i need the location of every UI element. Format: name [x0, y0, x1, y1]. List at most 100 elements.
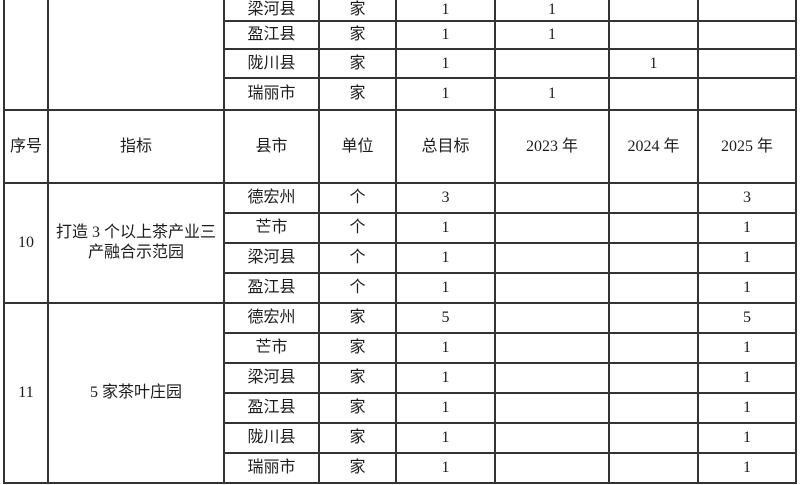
year-2024-cell [608, 0, 699, 22]
county-cell: 盈江县 [223, 20, 320, 50]
year-2023-cell [494, 392, 610, 424]
unit-cell: 个 [318, 272, 397, 304]
year-2025-cell: 1 [697, 212, 797, 244]
county-cell: 盈江县 [223, 392, 320, 424]
total-cell: 1 [395, 20, 496, 50]
total-cell: 1 [395, 0, 496, 22]
year-2023-cell [494, 48, 610, 79]
year-2025-cell: 1 [697, 332, 797, 364]
year-2024-cell: 1 [608, 48, 699, 79]
unit-cell: 家 [318, 0, 397, 22]
total-cell: 5 [395, 302, 496, 334]
year-2025-cell: 5 [697, 302, 797, 334]
unit-cell: 家 [318, 452, 397, 484]
year-2023-cell [494, 422, 610, 454]
year-2024-cell [608, 392, 699, 424]
targets-table: 梁河县 家 1 1 盈江县 家 1 1 陇川县 家 1 1 [3, 0, 797, 484]
table-row: 梁河县 家 1 1 [4, 362, 797, 394]
year-2023-cell [494, 212, 610, 244]
unit-cell: 家 [318, 332, 397, 364]
county-cell: 瑞丽市 [223, 452, 320, 484]
table-row: 梁河县 家 1 1 [3, 0, 797, 111]
unit-cell: 家 [318, 77, 397, 111]
header-indicator: 指标 [47, 109, 225, 184]
year-2023-cell [494, 332, 610, 364]
county-cell: 瑞丽市 [223, 77, 320, 111]
county-cell: 芒市 [223, 212, 320, 244]
year-2025-cell [697, 0, 797, 22]
year-2025-cell: 1 [697, 362, 797, 394]
table-row: 陇川县 家 1 1 [4, 422, 797, 454]
unit-cell: 家 [318, 48, 397, 79]
table-row: 瑞丽市 家 1 1 [4, 77, 797, 111]
year-2024-cell [608, 452, 699, 484]
year-2023-cell [494, 182, 610, 214]
year-2023-cell [494, 362, 610, 394]
year-2024-cell [608, 242, 699, 274]
table-row: 陇川县 家 1 1 [4, 48, 797, 79]
total-cell: 1 [395, 422, 496, 454]
year-2024-cell [608, 272, 699, 304]
county-cell: 德宏州 [223, 302, 320, 334]
county-cell: 梁河县 [223, 362, 320, 394]
unit-cell: 家 [318, 302, 397, 334]
year-2025-cell [697, 20, 797, 50]
unit-cell: 家 [318, 392, 397, 424]
header-total: 总目标 [395, 109, 496, 184]
total-cell: 1 [395, 48, 496, 79]
year-2025-cell: 1 [697, 392, 797, 424]
year-2024-cell [608, 20, 699, 50]
total-cell: 1 [395, 332, 496, 364]
table-row: 梁河县 个 1 1 [4, 242, 797, 274]
indicator-cell-11: 5 家茶叶庄园 [47, 302, 225, 484]
unit-cell: 家 [318, 362, 397, 394]
year-2023-cell: 1 [494, 0, 610, 22]
year-2025-cell [697, 77, 797, 111]
header-unit: 单位 [318, 109, 397, 184]
total-cell: 1 [395, 452, 496, 484]
year-2024-cell [608, 362, 699, 394]
indicator-cell-10: 打造 3 个以上茶产业三产融合示范园 [47, 182, 225, 304]
unit-cell: 家 [318, 422, 397, 454]
county-cell: 芒市 [223, 332, 320, 364]
table-row: 瑞丽市 家 1 1 [4, 452, 797, 484]
header-row: 序号 指标 县市 单位 总目标 2023 年 2024 年 2025 年 [3, 109, 797, 184]
county-cell: 盈江县 [223, 272, 320, 304]
total-cell: 1 [395, 242, 496, 274]
total-cell: 3 [395, 182, 496, 214]
year-2024-cell [608, 422, 699, 454]
header-2023: 2023 年 [494, 109, 610, 184]
year-2025-cell: 3 [697, 182, 797, 214]
county-cell: 梁河县 [223, 0, 320, 22]
year-2024-cell [608, 77, 699, 111]
year-2023-cell [494, 302, 610, 334]
year-2025-cell: 1 [697, 422, 797, 454]
table-row: 盈江县 家 1 1 [4, 392, 797, 424]
year-2024-cell [608, 302, 699, 334]
county-cell: 梁河县 [223, 242, 320, 274]
table-row: 盈江县 家 1 1 [4, 20, 797, 50]
table-row: 芒市 家 1 1 [4, 332, 797, 364]
seq-cell-11: 11 [3, 302, 49, 484]
table-row: 11 5 家茶叶庄园 德宏州 家 5 5 [3, 302, 797, 484]
year-2025-cell: 1 [697, 242, 797, 274]
year-2024-cell [608, 212, 699, 244]
unit-cell: 个 [318, 242, 397, 274]
unit-cell: 个 [318, 212, 397, 244]
table-row: 盈江县 个 1 1 [4, 272, 797, 304]
year-2023-cell: 1 [494, 77, 610, 111]
year-2025-cell: 1 [697, 452, 797, 484]
year-2023-cell [494, 452, 610, 484]
table-row: 芒市 个 1 1 [4, 212, 797, 244]
year-2023-cell [494, 242, 610, 274]
header-county: 县市 [223, 109, 320, 184]
year-2024-cell [608, 182, 699, 214]
total-cell: 1 [395, 212, 496, 244]
year-2024-cell [608, 332, 699, 364]
header-2025: 2025 年 [697, 109, 797, 184]
unit-cell: 个 [318, 182, 397, 214]
year-2025-cell [697, 48, 797, 79]
header-seq: 序号 [3, 109, 49, 184]
total-cell: 1 [395, 362, 496, 394]
